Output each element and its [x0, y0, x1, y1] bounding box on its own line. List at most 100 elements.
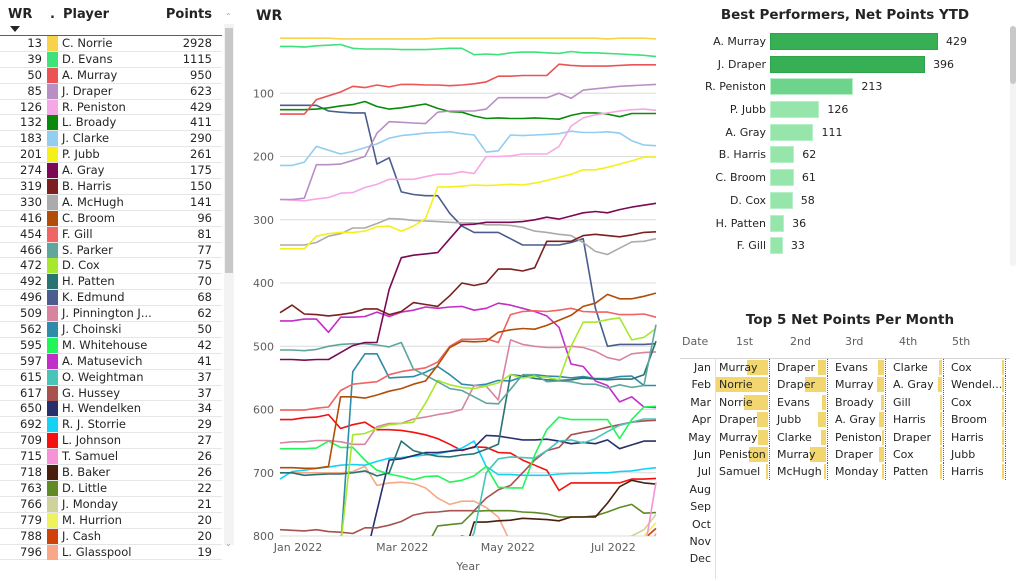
- bar-chart-scrollbar[interactable]: [1010, 26, 1016, 266]
- series-line-h-wendelken[interactable]: [280, 434, 656, 561]
- bar[interactable]: [770, 214, 785, 232]
- series-line-s-parker[interactable]: [280, 324, 657, 405]
- series-line-r-j-storrie[interactable]: [279, 440, 657, 480]
- matrix-cell[interactable]: Clarke: [774, 428, 828, 446]
- series-line-r-peniston[interactable]: [279, 108, 657, 202]
- scroll-down-icon[interactable]: ⌄: [225, 539, 232, 548]
- bar[interactable]: [770, 123, 814, 141]
- column-header-rank[interactable]: 2nd: [790, 335, 811, 348]
- series-line-m-whitehouse[interactable]: [280, 405, 657, 489]
- table-row[interactable]: 132 L. Broady 411: [0, 115, 222, 132]
- table-row[interactable]: 796 L. Glasspool 19: [0, 544, 222, 561]
- bar-row[interactable]: R. Peniston 213: [680, 77, 1010, 100]
- table-row[interactable]: 466 S. Parker 77: [0, 242, 222, 259]
- matrix-cell[interactable]: Draper: [716, 411, 770, 429]
- table-row[interactable]: 766 J. Monday 21: [0, 496, 222, 513]
- bar[interactable]: [770, 55, 926, 73]
- column-header-player[interactable]: Player: [63, 7, 110, 22]
- table-row[interactable]: 126 R. Peniston 429: [0, 99, 222, 116]
- matrix-cell[interactable]: Murray: [774, 446, 828, 463]
- matrix-cell[interactable]: Draper: [832, 446, 886, 463]
- series-line-d-evans[interactable]: [280, 43, 657, 58]
- matrix-cell[interactable]: Monday: [832, 463, 886, 481]
- matrix-cell[interactable]: Evans: [832, 359, 886, 376]
- bar[interactable]: [770, 169, 794, 187]
- table-row[interactable]: 454 F. Gill 81: [0, 226, 222, 243]
- table-row[interactable]: 779 M. Hurrion 20: [0, 512, 222, 529]
- sort-desc-icon[interactable]: [10, 26, 20, 32]
- table-row[interactable]: 615 O. Weightman 37: [0, 369, 222, 386]
- table-row[interactable]: 763 D. Little 22: [0, 480, 222, 497]
- matrix-cell[interactable]: Norrie: [716, 393, 770, 411]
- matrix-cell[interactable]: Norrie: [716, 376, 770, 394]
- table-row[interactable]: 416 C. Broom 96: [0, 210, 222, 227]
- matrix-cell[interactable]: Cox: [948, 359, 1006, 376]
- table-row[interactable]: 709 L. Johnson 27: [0, 433, 222, 450]
- bar-row[interactable]: B. Harris 62: [680, 145, 1010, 168]
- matrix-cell[interactable]: Samuel: [716, 463, 770, 481]
- matrix-cell[interactable]: Draper: [890, 428, 944, 446]
- bar[interactable]: [770, 237, 783, 255]
- scroll-up-icon[interactable]: ⌃: [225, 12, 232, 21]
- matrix-cell[interactable]: Harris: [948, 428, 1006, 446]
- table-row[interactable]: 496 K. Edmund 68: [0, 290, 222, 307]
- table-row[interactable]: 50 A. Murray 950: [0, 67, 222, 84]
- matrix-cell[interactable]: Peniston: [832, 428, 886, 446]
- table-row[interactable]: 650 H. Wendelken 34: [0, 401, 222, 418]
- matrix-cell[interactable]: A. Gray: [890, 376, 944, 394]
- matrix-cell[interactable]: Peniston: [716, 446, 770, 463]
- table-row[interactable]: 492 H. Patten 70: [0, 274, 222, 291]
- series-line-d-cox[interactable]: [280, 316, 657, 546]
- series-line-f-gill[interactable]: [280, 307, 657, 411]
- series-line-k-edmund[interactable]: [280, 104, 657, 348]
- table-row[interactable]: 718 B. Baker 26: [0, 465, 222, 481]
- series-line-c-broom[interactable]: [280, 292, 657, 470]
- series-line-c-norrie[interactable]: [280, 37, 657, 40]
- matrix-cell[interactable]: Cox: [890, 446, 944, 463]
- matrix-cell[interactable]: A. Gray: [832, 411, 886, 429]
- matrix-cell[interactable]: Jubb: [948, 446, 1006, 463]
- table-row[interactable]: 85 J. Draper 623: [0, 83, 222, 100]
- matrix-cell[interactable]: Cox: [948, 393, 1006, 411]
- bar-row[interactable]: P. Jubb 126: [680, 100, 1010, 123]
- matrix-cell[interactable]: Patten: [890, 463, 944, 481]
- table-row[interactable]: 330 A. McHugh 141: [0, 194, 222, 211]
- bar[interactable]: [770, 78, 854, 96]
- series-line-j-draper[interactable]: [280, 83, 657, 201]
- series-line-j-pinnington-jones[interactable]: [279, 339, 657, 446]
- column-header-wr[interactable]: WR: [8, 7, 33, 22]
- series-line-b-baker[interactable]: [280, 479, 657, 561]
- series-line-p-jubb[interactable]: [280, 156, 656, 250]
- bar-row[interactable]: F. Gill 33: [680, 236, 1010, 259]
- series-line-a-gray[interactable]: [280, 202, 657, 362]
- bar-row[interactable]: A. Murray 429: [680, 32, 1010, 55]
- matrix-cell[interactable]: Murray: [716, 428, 770, 446]
- matrix-cell[interactable]: Clarke: [890, 359, 944, 376]
- matrix-cell[interactable]: Gill: [890, 393, 944, 411]
- series-line-l-broady[interactable]: [280, 100, 656, 120]
- bar-row[interactable]: A. Gray 111: [680, 123, 1010, 146]
- matrix-cell[interactable]: Wendel...: [948, 376, 1006, 394]
- table-row[interactable]: 595 M. Whitehouse 42: [0, 337, 222, 354]
- table-row[interactable]: 274 A. Gray 175: [0, 163, 222, 180]
- series-line-d-little[interactable]: [280, 503, 657, 561]
- matrix-cell[interactable]: Draper: [774, 376, 828, 394]
- table-row[interactable]: 617 G. Hussey 37: [0, 385, 222, 402]
- series-line-l-johnson[interactable]: [280, 413, 657, 492]
- column-header-date[interactable]: Date: [682, 335, 709, 348]
- table-row[interactable]: 319 B. Harris 150: [0, 179, 222, 195]
- table-row[interactable]: 715 T. Samuel 26: [0, 449, 222, 466]
- column-header-rank[interactable]: 1st: [736, 335, 754, 348]
- table-row[interactable]: 201 P. Jubb 261: [0, 147, 222, 164]
- column-header-rank[interactable]: 5th: [952, 335, 971, 348]
- table-row[interactable]: 183 J. Clarke 290: [0, 131, 222, 148]
- table-row[interactable]: 692 R. J. Storrie 29: [0, 417, 222, 434]
- matrix-cell[interactable]: McHugh: [774, 463, 828, 481]
- bar[interactable]: [770, 101, 820, 119]
- matrix-cell[interactable]: Broady: [832, 393, 886, 411]
- table-scrollbar[interactable]: ⌃ ⌄: [224, 12, 234, 548]
- bar-row[interactable]: J. Draper 396: [680, 55, 1010, 78]
- table-row[interactable]: 13 C. Norrie 2928: [0, 36, 222, 52]
- matrix-cell[interactable]: Harris: [948, 463, 1006, 481]
- matrix-cell[interactable]: Broom: [948, 411, 1006, 429]
